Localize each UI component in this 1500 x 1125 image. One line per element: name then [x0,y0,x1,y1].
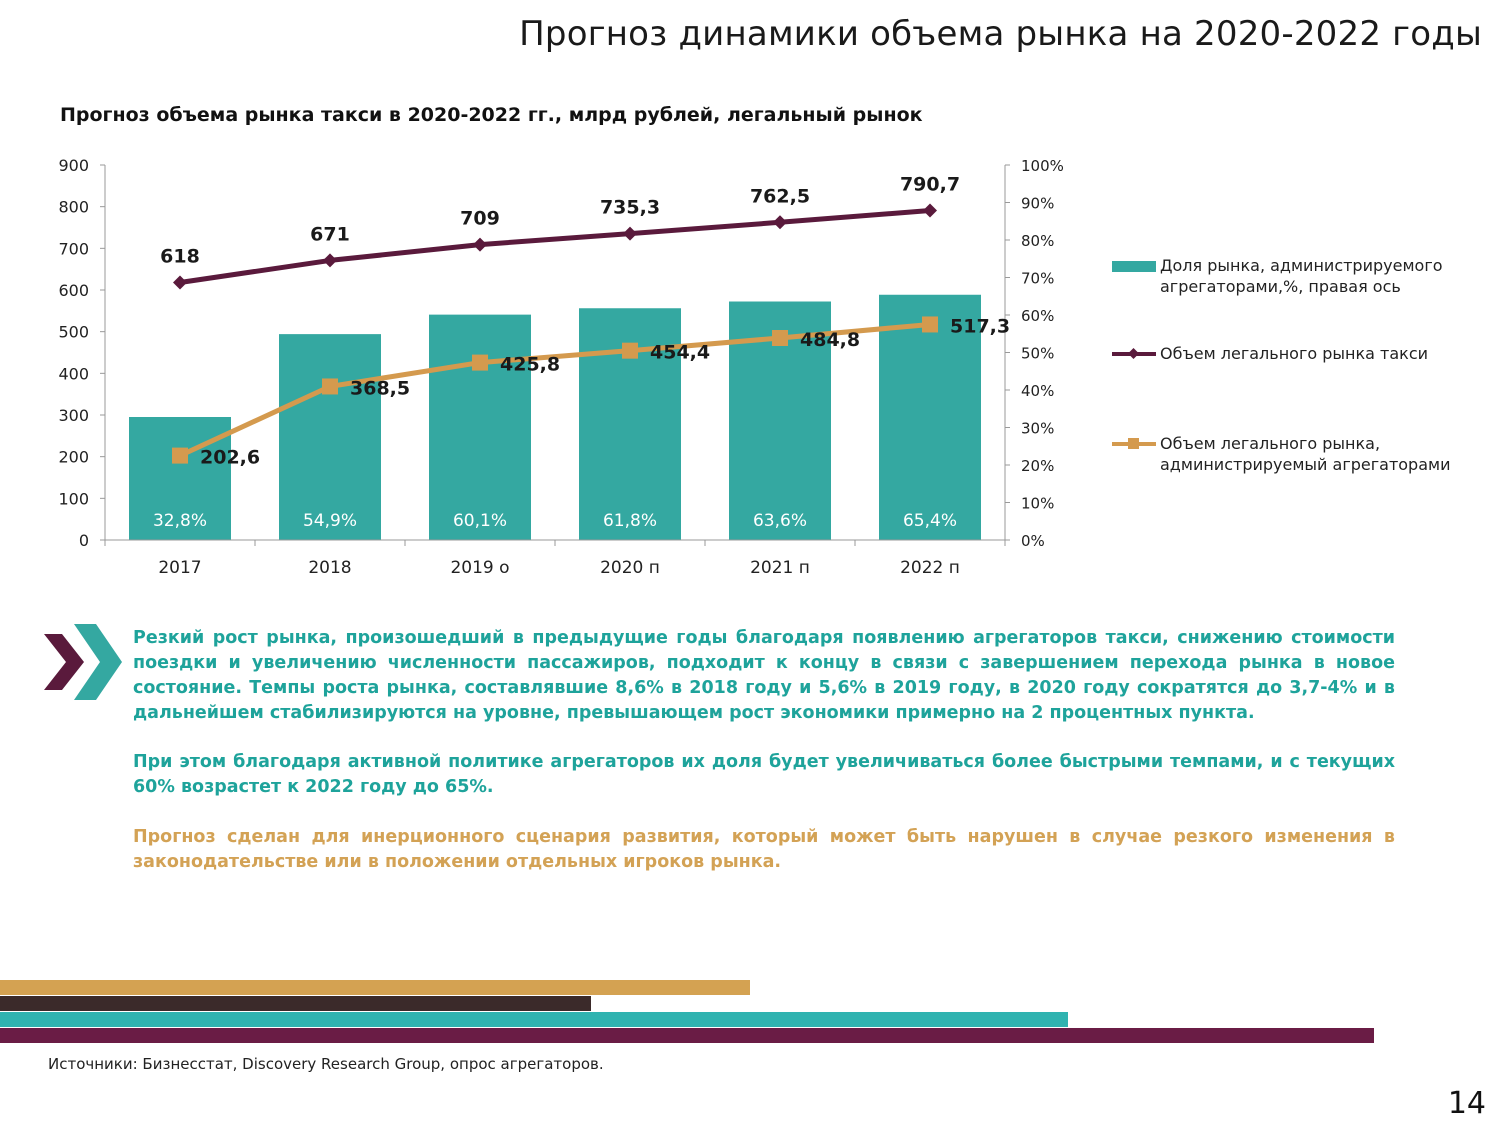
lines-layer [172,203,938,464]
y-left-tick-label: 500 [58,323,89,342]
x-tick-label: 2018 [308,558,351,578]
y-left-tick-label: 700 [58,239,89,258]
diamond-marker [473,237,487,252]
bar-value-label: 65,4% [903,511,957,531]
chevron-arrows-icon [44,624,122,700]
bar-value-label: 60,1% [453,511,507,531]
decorative-stripe-gold [0,980,750,995]
bar-value-label: 54,9% [303,511,357,531]
aggregator-value-label: 454,4 [650,342,710,364]
total-value-label: 671 [310,223,350,245]
legend-label-agg-line1: Объем легального рынка, [1160,434,1381,453]
x-tick-label: 2021 п [750,558,810,578]
y-right-tick-label: 60% [1021,307,1054,325]
y-right-tick-label: 40% [1021,382,1054,400]
square-marker [472,354,488,371]
aggregator-value-label: 368,5 [350,377,410,399]
total-value-label: 709 [460,208,500,230]
y-left-tick-label: 100 [58,489,89,508]
diamond-marker [173,275,187,290]
line-aggregator-market [178,321,931,458]
y-right-tick-label: 70% [1021,270,1054,288]
y-right-tick-label: 100% [1021,157,1064,175]
decorative-stripe-teal [0,1012,1068,1027]
diamond-marker [623,226,637,241]
legend-label-share: Доля рынка, администрируемого агрегатора… [1160,255,1443,297]
paragraph-aggregator-share: При этом благодаря активной политике агр… [133,752,1395,797]
bar-value-label: 61,8% [603,511,657,531]
decorative-stripe-plum [0,1028,1374,1043]
legend-swatch-bar [1112,261,1156,272]
y-right-tick-label: 80% [1021,232,1054,250]
chart-title: Прогноз объема рынка такси в 2020-2022 г… [60,104,923,126]
page-number: 14 [1447,1086,1486,1121]
chevron-dark-icon [44,634,84,690]
legend-label-total: Объем легального рынка такси [1160,344,1429,363]
bar-2019 о [429,314,531,540]
y-right-tick-label: 10% [1021,495,1054,513]
y-right-tick-label: 20% [1021,457,1054,475]
y-left-tick-label: 300 [58,406,89,425]
diamond-marker [923,203,937,218]
combo-chart: 0 100 200 300 400 500 600 700 800 900 0% 10% 20% 30% 4… [58,156,1063,578]
square-marker [322,378,338,395]
x-tick-label: 2019 о [450,558,509,578]
aggregator-value-label: 484,8 [800,329,860,351]
aggregator-value-label: 425,8 [500,354,560,376]
aggregator-value-label: 517,3 [950,315,1010,337]
bar-2022 п [879,294,981,540]
legend-label-share-line2: агрегаторами,%, правая ось [1160,277,1401,296]
x-tick-label: 2022 п [900,558,960,578]
legend-square-marker [1128,438,1139,449]
line-total-market [179,208,931,285]
legend-diamond-marker [1128,348,1139,359]
total-value-label: 618 [160,246,200,268]
y-left-tick-label: 600 [58,281,89,300]
labels-layer: 32,8% 54,9% 60,1% 61,8% 63,6% 65,4% 618 671 709 7… [153,174,1010,531]
legend-label-aggregators: Объем легального рынка, администрируемый… [1160,433,1450,475]
sources-note: Источники: Бизнесстат, Discovery Researc… [48,1055,604,1073]
square-marker [172,447,188,464]
diamond-marker [323,253,337,268]
square-marker [622,342,638,359]
legend-label-agg-line2: администрируемый агрегаторами [1160,455,1451,474]
x-tick-label: 2020 п [600,558,660,578]
paragraph-market-growth: Резкий рост рынка, произошедший в предыд… [133,628,1395,723]
y-left-tick-label: 800 [58,198,89,217]
y-right-tick-label: 0% [1021,532,1045,550]
total-value-label: 735,3 [600,197,660,219]
aggregator-value-label: 202,6 [200,447,260,469]
diamond-marker [773,215,787,230]
total-value-label: 790,7 [900,174,960,196]
square-marker [922,316,938,333]
square-marker [772,330,788,346]
y-right-tick-label: 30% [1021,420,1054,438]
y-right-tick-label: 90% [1021,195,1054,213]
x-tick-label: 2017 [158,558,201,578]
page-title: Прогноз динамики объема рынка на 2020-20… [519,14,1482,54]
y-right-tick-label: 50% [1021,345,1054,363]
bar-value-label: 63,6% [753,511,807,531]
paragraph-forecast-note: Прогноз сделан для инерционного сценария… [133,827,1395,872]
y-left-tick-label: 900 [58,156,89,175]
chevron-teal-icon [74,624,122,700]
legend-label-share-line1: Доля рынка, администрируемого [1160,256,1443,275]
y-left-tick-label: 0 [79,531,89,550]
bar-2018 [279,334,381,540]
decorative-stripe-dark [0,996,591,1011]
axes-layer: 0 100 200 300 400 500 600 700 800 900 0% 10% 20% 30% 4… [58,156,1063,578]
y-left-tick-label: 200 [58,448,89,467]
y-left-tick-label: 400 [58,364,89,383]
bar-value-label: 32,8% [153,511,207,531]
total-value-label: 762,5 [750,185,810,207]
